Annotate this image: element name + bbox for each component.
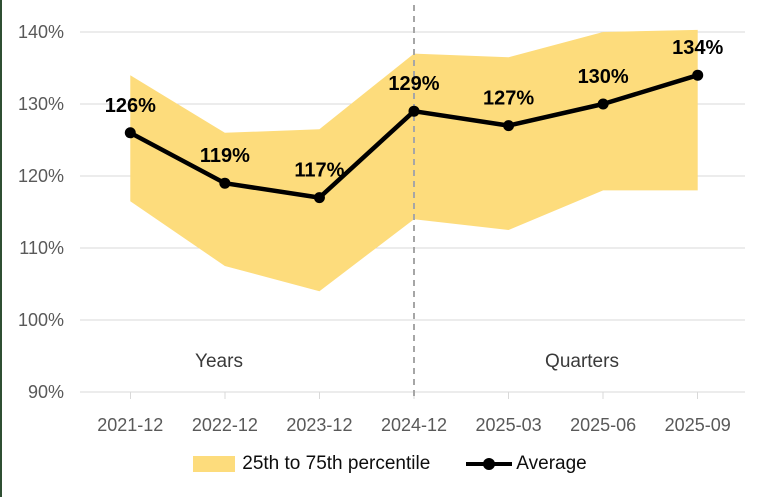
x-tick-label: 2022-12 [192, 415, 258, 435]
x-tick-label: 2021-12 [97, 415, 163, 435]
x-tick-label: 2025-06 [570, 415, 636, 435]
years-annotation: Years [195, 351, 243, 372]
average-marker [503, 120, 515, 132]
y-tick-label: 90% [28, 382, 64, 402]
y-tick-label: 130% [18, 94, 64, 114]
y-tick-label: 100% [18, 310, 64, 330]
legend-label-percentile: 25th to 75th percentile [242, 453, 431, 474]
average-marker [124, 127, 136, 139]
legend-label-average: Average [516, 453, 587, 474]
quarters-annotation: Quarters [545, 351, 619, 372]
data-label: 129% [388, 73, 439, 95]
data-label: 127% [483, 88, 534, 110]
y-axis-labels: 90% 100% 110% 120% 130% 140% [18, 22, 64, 402]
average-line-marker [466, 456, 513, 472]
data-label: 117% [294, 160, 344, 182]
data-label: 130% [578, 66, 629, 88]
data-label: 119% [200, 145, 250, 167]
average-marker [313, 192, 325, 204]
x-tick-label: 2025-03 [476, 415, 542, 435]
percentile-band-swatch [193, 456, 236, 472]
average-line-marker-dot [483, 458, 496, 470]
x-axis-labels: 2021-12 2022-12 2023-12 2024-12 2025-03 2025-… [97, 415, 730, 435]
data-label: 126% [105, 95, 156, 117]
average-markers [124, 69, 704, 204]
x-tick-label: 2023-12 [286, 415, 352, 435]
average-marker [219, 177, 231, 189]
x-axis-ticks [129, 392, 699, 399]
y-tick-label: 140% [18, 22, 64, 42]
x-tick-label: 2024-12 [381, 415, 447, 435]
legend: 25th to 75th percentile Average [2, 453, 778, 475]
average-marker [597, 98, 609, 110]
x-tick-label: 2025-09 [665, 415, 731, 435]
average-marker [692, 69, 704, 81]
y-tick-label: 110% [19, 238, 64, 258]
data-labels: 126% 119% 117% 129% 127% 130% 134% [105, 37, 724, 181]
data-label: 134% [672, 37, 723, 59]
average-marker [408, 105, 420, 117]
y-tick-label: 120% [18, 166, 64, 186]
